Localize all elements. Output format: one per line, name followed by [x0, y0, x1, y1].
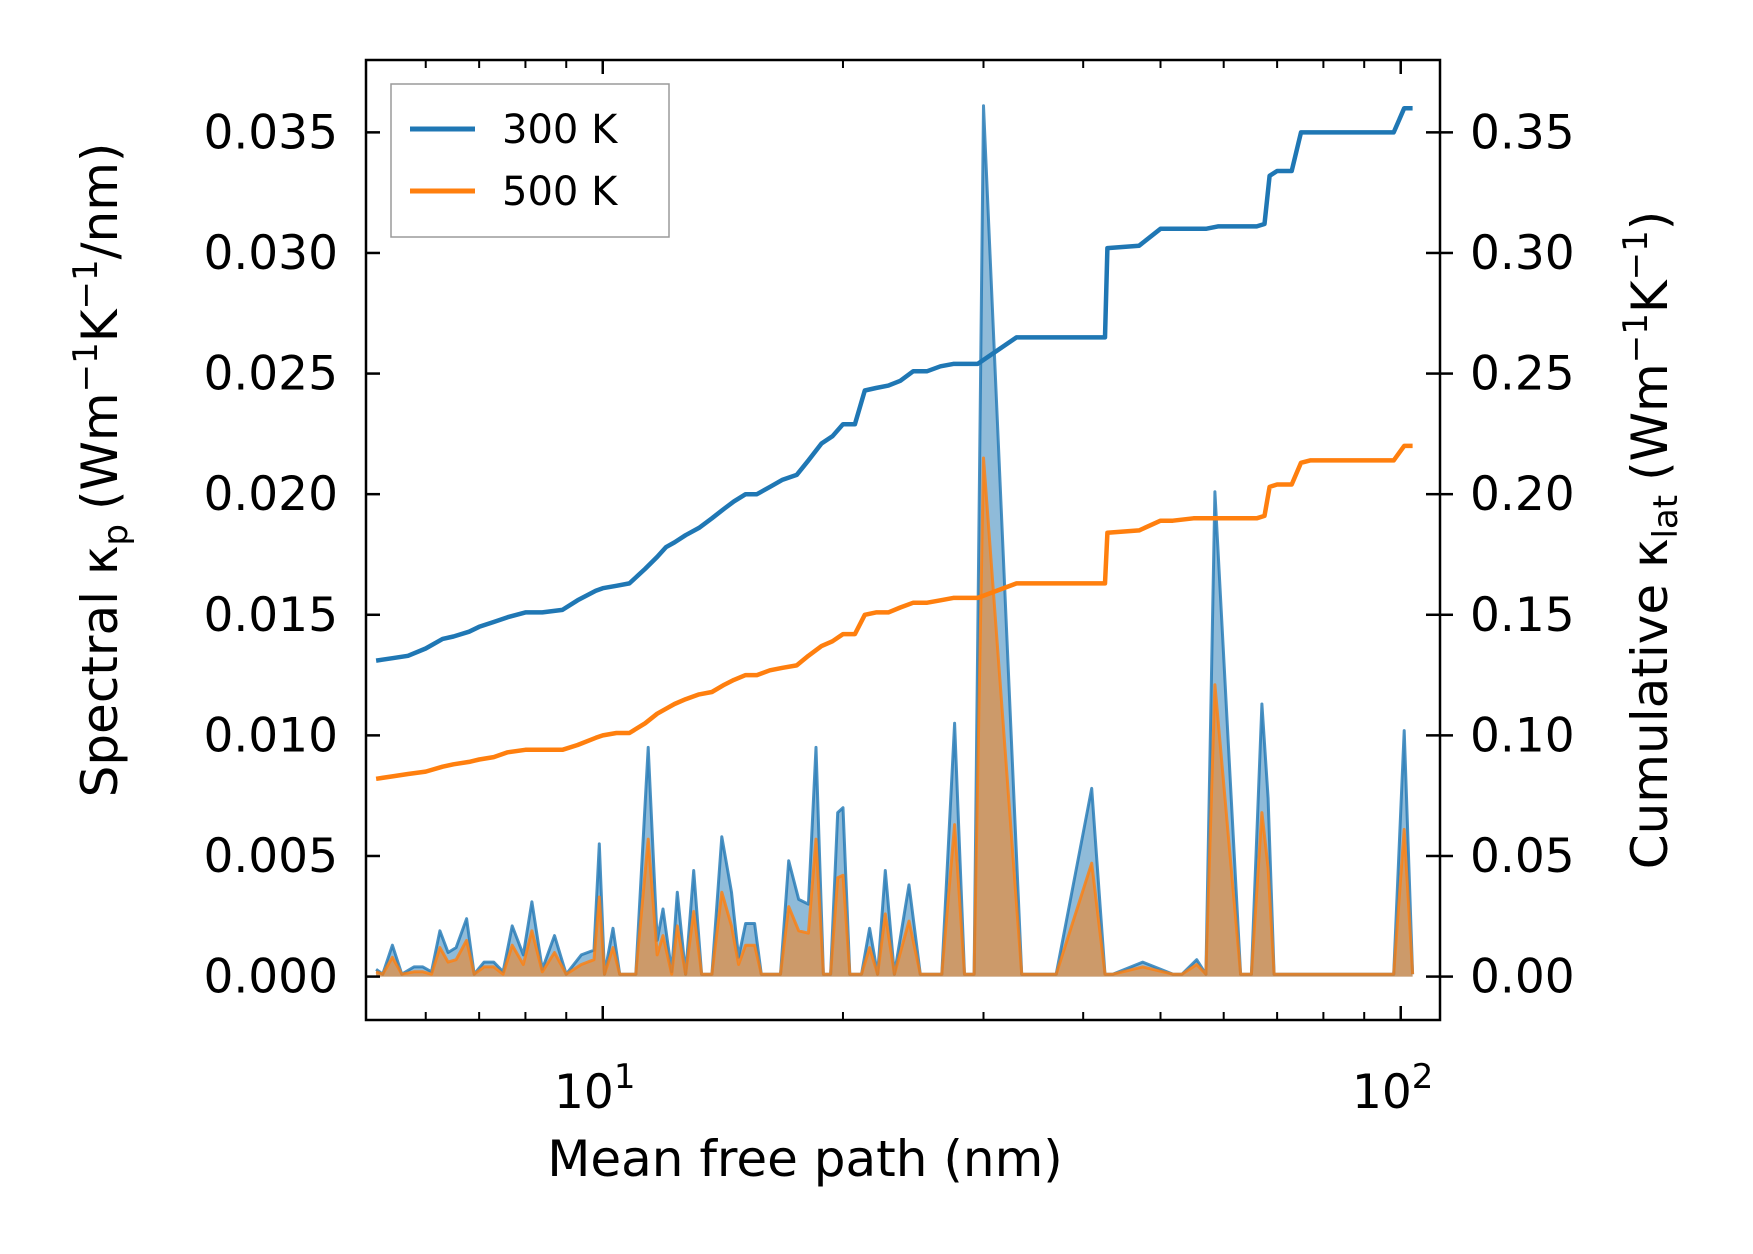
right-y-tick-label: 0.35 — [1470, 105, 1575, 160]
left-y-tick-label: 0.005 — [203, 829, 338, 884]
left-y-tick-label: 0.000 — [203, 950, 338, 1005]
ticks: 0.000 0.005 0.010 0.015 0.020 0.025 0.030 0.035… — [203, 60, 1575, 1120]
spectral-line-300k — [375, 104, 1415, 976]
spectral-line-500k — [375, 456, 1415, 976]
left-y-tick-label: 0.020 — [203, 467, 338, 522]
left-y-tick-label: 0.035 — [203, 105, 338, 160]
left-y-title-unit-a: (Wm — [71, 392, 129, 510]
left-y-tick-label: 0.010 — [203, 708, 338, 763]
plot-area — [375, 104, 1415, 977]
left-y-title-exp2: −1 — [66, 259, 106, 309]
right-y-tick-label: 0.05 — [1470, 829, 1575, 884]
right-y-title-sub: lat — [1646, 495, 1686, 539]
left-y-axis-title: Spectral κp(Wm−1K−1/nm) — [66, 143, 136, 798]
x-axis-title: Mean free path (nm) — [547, 1130, 1063, 1188]
left-y-title-unit-b: K — [71, 308, 129, 342]
legend-label-300k: 300 K — [502, 107, 619, 153]
right-y-tick-label: 0.25 — [1470, 347, 1575, 402]
x-tick-label: 101 — [554, 1057, 635, 1120]
left-y-title-sub: p — [96, 524, 136, 546]
spectral-lines — [375, 104, 1415, 976]
right-y-title-exp1: −1 — [1616, 313, 1656, 363]
left-y-title-unit-c: /nm) — [71, 143, 129, 260]
right-y-tick-label: 0.20 — [1470, 467, 1575, 522]
left-y-tick-label: 0.015 — [203, 588, 338, 643]
right-y-tick-label: 0.15 — [1470, 588, 1575, 643]
axes-frame — [364, 58, 1442, 1022]
right-y-title-unit-c: ) — [1621, 211, 1679, 231]
right-y-tick-label: 0.30 — [1470, 226, 1575, 281]
left-y-title-exp1: −1 — [66, 342, 106, 392]
x-tick-label: 102 — [1352, 1057, 1433, 1120]
right-y-title-unit-a: (Wm — [1621, 363, 1679, 481]
right-y-title-unit-b: K — [1621, 279, 1679, 313]
right-y-tick-label: 0.00 — [1470, 950, 1575, 1005]
cumulative-line-500k — [375, 443, 1413, 782]
right-y-title-exp2: −1 — [1616, 230, 1656, 280]
right-y-title-main: Cumulative κ — [1621, 539, 1679, 870]
right-y-axis-title: Cumulative κlat(Wm−1K−1) — [1616, 211, 1686, 870]
left-y-title-main: Spectral κ — [71, 546, 129, 798]
legend: 300 K 500 K — [390, 83, 670, 238]
cumulative-line-300k — [375, 105, 1413, 663]
left-y-tick-label: 0.030 — [203, 226, 338, 281]
right-y-tick-label: 0.10 — [1470, 708, 1575, 763]
legend-frame — [390, 83, 670, 238]
legend-label-500k: 500 K — [502, 169, 619, 215]
cumulative-lines — [375, 105, 1413, 782]
left-y-tick-label: 0.025 — [203, 347, 338, 402]
